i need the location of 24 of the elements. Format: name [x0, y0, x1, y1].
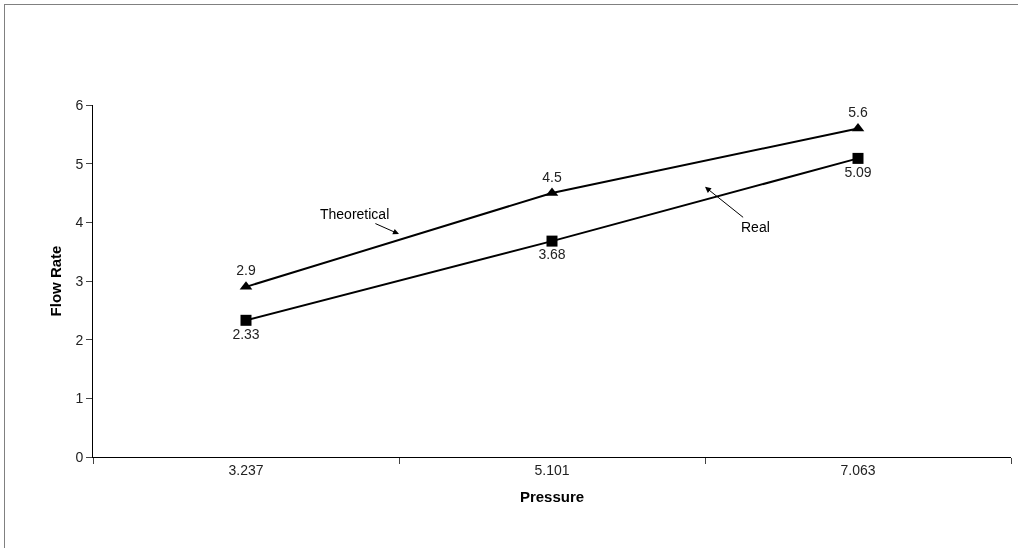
x-tick-label: 5.101	[534, 461, 570, 478]
y-tick-label: 2	[75, 331, 84, 348]
data-label: 3.68	[538, 246, 566, 263]
point	[852, 152, 864, 164]
data-label: 2.33	[232, 325, 260, 342]
y-axis-title: Flow Rate	[46, 245, 64, 317]
series-label: Real	[741, 219, 770, 235]
y-tick-label: 5	[75, 155, 84, 172]
data-label: 5.09	[844, 163, 872, 180]
point	[546, 235, 558, 247]
y-tick-label: 6	[75, 96, 84, 113]
data-label: 2.9	[236, 262, 256, 279]
y-tick-label: 0	[75, 448, 84, 465]
x-tick-label: 3.237	[228, 461, 264, 478]
series-label: Theoretical	[320, 206, 390, 222]
data-label: 5.6	[848, 104, 868, 121]
point	[851, 122, 865, 132]
y-tick-label: 3	[75, 272, 84, 289]
x-tick-label: 7.063	[840, 461, 876, 478]
data-label: 4.5	[542, 168, 562, 185]
point	[240, 314, 252, 326]
y-tick-label: 4	[75, 214, 84, 231]
x-axis-title: Pressure	[519, 487, 585, 505]
y-tick-label: 1	[75, 390, 84, 407]
